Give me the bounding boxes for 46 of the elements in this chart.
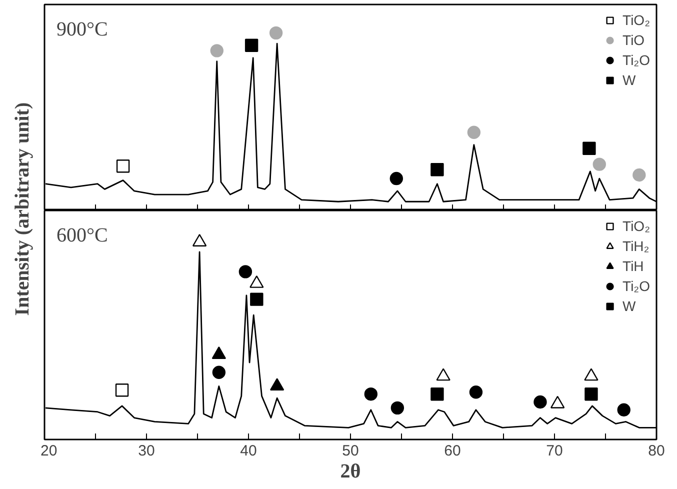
legend-label: W <box>622 298 637 314</box>
x-axis-title: 2θ <box>340 460 361 482</box>
point <box>632 168 646 182</box>
legend-label: W <box>622 72 637 88</box>
point <box>364 388 378 401</box>
point <box>430 163 444 176</box>
point <box>617 403 630 416</box>
x-tick-label: 40 <box>240 442 257 460</box>
x-tick-label: 60 <box>444 442 461 460</box>
point <box>534 395 547 409</box>
point <box>250 292 264 306</box>
point <box>192 234 207 246</box>
point <box>467 126 481 139</box>
annotation: 900°C <box>56 18 108 40</box>
x-tick-label: 70 <box>546 442 563 460</box>
y-axis-title: Intensity (arbitrary unit) <box>12 102 34 316</box>
legend-label: Ti₂O <box>622 52 650 68</box>
legend-label: TiH <box>622 258 644 274</box>
point <box>436 368 450 381</box>
point <box>430 387 444 401</box>
x-tick-label: 80 <box>648 442 665 460</box>
point <box>212 366 226 379</box>
legend-label: TiO₂ <box>622 218 650 234</box>
point <box>584 387 598 401</box>
point <box>269 26 283 40</box>
legend-label: Ti₂O <box>622 278 650 294</box>
legend-label: TiO <box>622 32 645 48</box>
x-tick-label: 50 <box>342 442 359 460</box>
point <box>250 275 264 288</box>
point <box>244 38 258 52</box>
point <box>582 142 596 155</box>
annotation: 600°C <box>56 224 108 246</box>
legend-label: TiH₂ <box>622 238 650 254</box>
point <box>469 386 483 399</box>
x-tick-label: 30 <box>138 442 155 460</box>
point <box>390 172 403 186</box>
point <box>390 401 404 414</box>
x-tick-label: 20 <box>40 442 58 460</box>
point <box>210 44 224 58</box>
point <box>270 378 284 391</box>
point <box>212 346 226 359</box>
point <box>115 384 129 397</box>
point <box>592 158 606 171</box>
point <box>584 368 598 381</box>
point <box>116 160 130 173</box>
legend-label: TiO₂ <box>622 12 650 28</box>
